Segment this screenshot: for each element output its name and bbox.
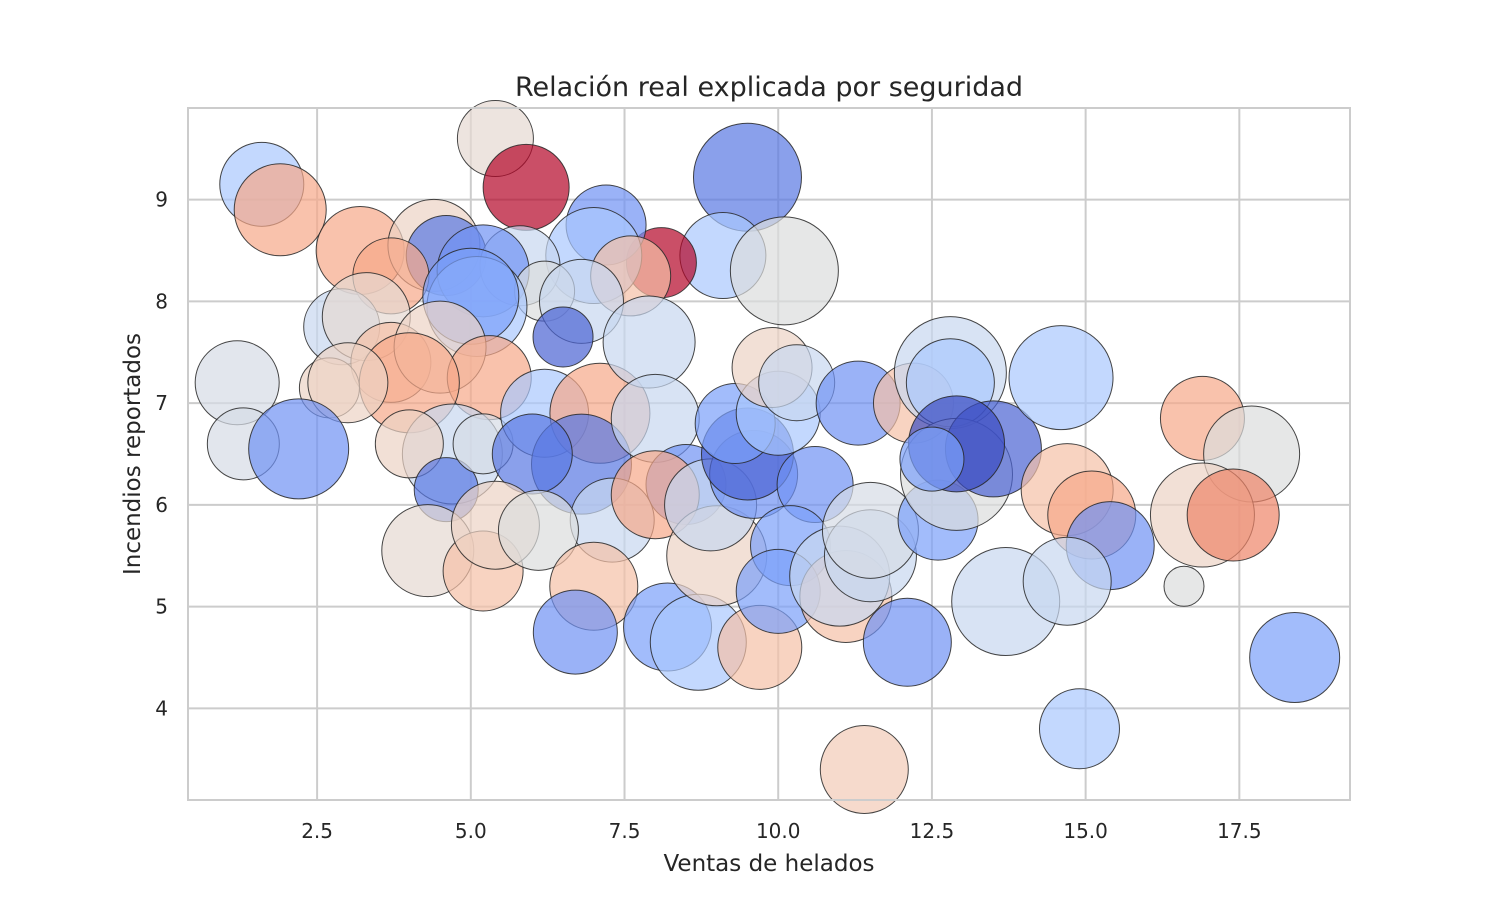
data-point [1038, 688, 1120, 770]
data-point [1186, 468, 1280, 562]
data-point [1008, 325, 1114, 431]
data-point [248, 398, 350, 500]
y-tick-label: 9 [155, 188, 168, 212]
data-point [729, 216, 839, 326]
y-axis-label: Incendios reportados [120, 333, 146, 575]
x-tick-label: 10.0 [756, 819, 801, 843]
x-tick-label: 15.0 [1063, 819, 1108, 843]
data-point [602, 295, 696, 389]
x-tick-label: 2.5 [301, 819, 333, 843]
data-point [1163, 565, 1205, 607]
data-point [819, 724, 909, 814]
y-tick-labels: 4 5 6 7 8 9 [155, 188, 168, 721]
x-tick-label: 17.5 [1217, 819, 1262, 843]
data-point [1022, 536, 1112, 626]
y-tick-label: 4 [155, 696, 168, 720]
x-tick-label: 5.0 [455, 819, 487, 843]
data-point [899, 426, 965, 492]
x-tick-label: 7.5 [609, 819, 641, 843]
data-point [532, 589, 618, 675]
y-tick-label: 6 [155, 493, 168, 517]
data-point [497, 489, 579, 571]
x-tick-label: 12.5 [910, 819, 955, 843]
y-tick-label: 5 [155, 595, 168, 619]
data-point [374, 409, 444, 479]
plot-frame [187, 107, 1351, 801]
data-point [307, 342, 389, 424]
x-axis-label: Ventas de helados [663, 851, 874, 877]
data-point [233, 163, 327, 257]
bubbles [194, 100, 1341, 814]
y-tick-label: 8 [155, 289, 168, 313]
data-point [482, 143, 570, 231]
data-point [862, 597, 952, 687]
x-tick-labels: 2.5 5.0 7.5 10.0 12.5 15.0 17.5 [301, 819, 1261, 843]
data-point [532, 306, 594, 368]
chart-title: Relación real explicada por seguridad [515, 72, 1023, 103]
y-tick-label: 7 [155, 391, 168, 415]
data-point [1249, 612, 1341, 704]
